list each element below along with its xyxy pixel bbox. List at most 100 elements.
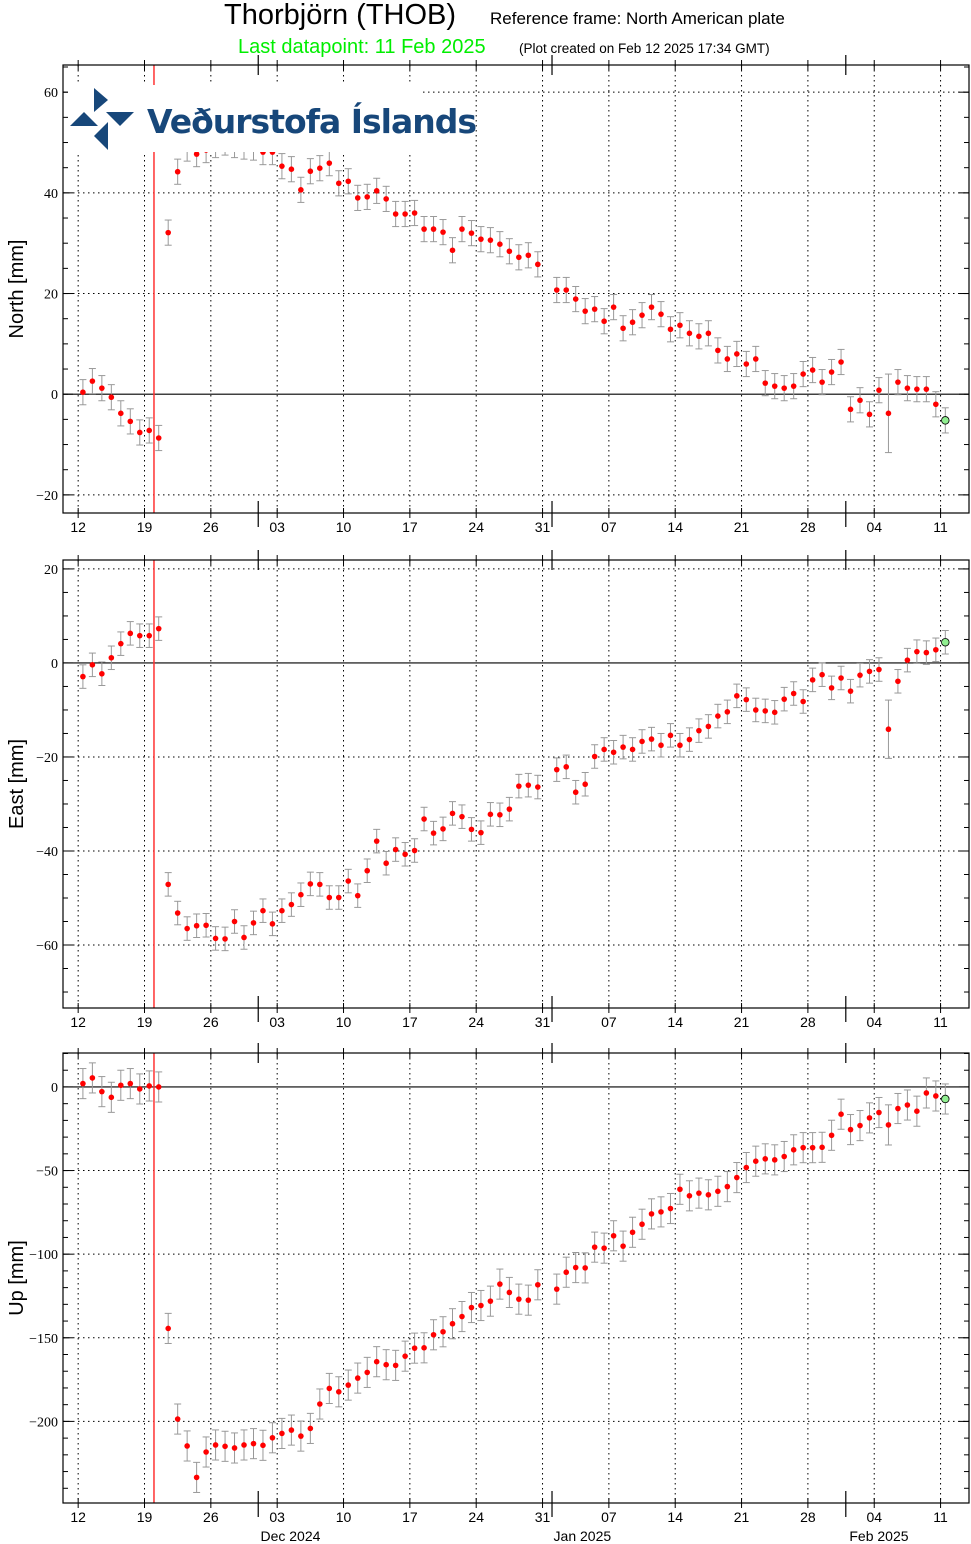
- data-point: [752, 1158, 759, 1164]
- data-point: [648, 304, 655, 310]
- data-point: [591, 753, 598, 760]
- x-tick-label: 04: [866, 1509, 882, 1525]
- data-point: [743, 361, 750, 367]
- data-point: [923, 386, 930, 392]
- x-tick-label: 07: [601, 1509, 617, 1525]
- x-tick-label: 10: [336, 1014, 352, 1030]
- data-point: [402, 1353, 408, 1359]
- data-point: [781, 1153, 787, 1160]
- x-tick-label: 21: [734, 1509, 750, 1525]
- data-point: [563, 287, 570, 293]
- data-point: [904, 385, 911, 391]
- data-point: [260, 907, 266, 914]
- data-point: [108, 1094, 115, 1101]
- x-tick-label: 04: [866, 519, 882, 535]
- data-point: [411, 847, 418, 854]
- month-label: Dec 2024: [260, 1528, 320, 1544]
- data-point: [838, 675, 844, 681]
- data-point: [667, 326, 674, 333]
- data-point: [392, 1362, 399, 1369]
- data-point: [497, 1281, 503, 1287]
- data-point: [193, 151, 200, 157]
- data-point: [99, 670, 105, 677]
- data-point: [639, 312, 645, 318]
- data-point: [326, 894, 333, 901]
- data-point: [383, 196, 389, 202]
- y-tick-label: 0: [51, 388, 58, 403]
- data-point: [667, 732, 674, 739]
- month-label: Jan 2025: [554, 1528, 612, 1544]
- y-tick-label: 0: [51, 1081, 58, 1096]
- y-tick-label: −60: [36, 939, 58, 954]
- data-point: [620, 1243, 626, 1249]
- data-point: [506, 806, 513, 812]
- data-point: [828, 1132, 835, 1139]
- data-point: [847, 1126, 854, 1133]
- y-tick-label: −100: [29, 1248, 58, 1263]
- data-point: [658, 311, 664, 317]
- x-tick-label: 28: [800, 1014, 816, 1030]
- data-point: [298, 1433, 304, 1439]
- data-point: [279, 1430, 285, 1437]
- plot-frame: [62, 64, 970, 514]
- data-point: [525, 1297, 532, 1303]
- data-point: [468, 230, 475, 236]
- data-point: [279, 907, 285, 914]
- data-point: [80, 389, 86, 395]
- data-point: [411, 210, 418, 216]
- data-point: [677, 742, 683, 749]
- x-tick-label: 07: [601, 1014, 617, 1030]
- x-tick-label: 28: [800, 1509, 816, 1525]
- data-point: [354, 1375, 361, 1381]
- data-point: [914, 386, 920, 392]
- data-point: [430, 226, 437, 232]
- last-data-point: [941, 638, 950, 647]
- data-point: [108, 654, 115, 661]
- data-point: [553, 1286, 560, 1292]
- data-point: [933, 401, 939, 408]
- y-tick-label: −40: [36, 845, 58, 860]
- data-point: [288, 1427, 295, 1433]
- data-point: [847, 688, 854, 694]
- x-tick-label: 12: [70, 519, 86, 535]
- data-point: [478, 1302, 484, 1309]
- data-point: [648, 1211, 655, 1217]
- data-point: [459, 1313, 465, 1320]
- data-point: [525, 252, 532, 259]
- data-point: [155, 1084, 162, 1090]
- data-point: [819, 1144, 825, 1151]
- x-tick-label: 21: [734, 519, 750, 535]
- x-tick-label: 19: [137, 519, 153, 535]
- data-point: [591, 306, 598, 312]
- data-point: [326, 160, 333, 166]
- data-point: [421, 226, 427, 232]
- data-point: [838, 359, 844, 365]
- x-tick-label: 04: [866, 1014, 882, 1030]
- data-point: [317, 1401, 323, 1407]
- x-tick-label: 24: [468, 1509, 484, 1525]
- data-point: [298, 891, 304, 898]
- data-point: [89, 1075, 96, 1081]
- data-point: [715, 713, 721, 719]
- data-point: [601, 746, 607, 753]
- data-point: [497, 241, 503, 247]
- x-tick-label: 12: [70, 1509, 86, 1525]
- data-point: [108, 394, 115, 401]
- data-point: [610, 749, 617, 756]
- data-point: [288, 166, 295, 172]
- data-point: [582, 1265, 588, 1271]
- data-point: [876, 1109, 882, 1116]
- data-point: [118, 1082, 124, 1089]
- x-tick-label: 17: [402, 1509, 418, 1525]
- data-point: [534, 784, 541, 790]
- data-point: [762, 1156, 769, 1162]
- panel-east: 12 19 26 03 10 17 24 31 07 14 21 28 04 11 −60 −40 −20 0 20…: [6, 550, 970, 1030]
- data-point: [629, 746, 636, 753]
- x-tick-label: 07: [601, 519, 617, 535]
- data-point: [762, 380, 769, 386]
- data-point: [857, 1122, 863, 1129]
- data-point: [497, 811, 503, 818]
- data-point: [345, 1382, 352, 1388]
- x-tick-label: 10: [336, 519, 352, 535]
- data-point: [269, 921, 276, 927]
